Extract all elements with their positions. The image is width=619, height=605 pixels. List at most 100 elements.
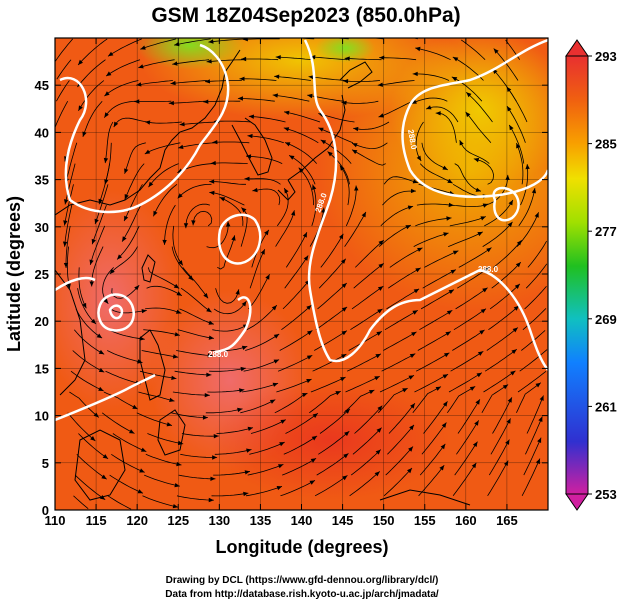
streamline-arrow [210,160,216,166]
streamline-arrow [502,384,509,390]
streamline [206,59,244,63]
x-tick-label: 140 [291,513,313,528]
streamline-arrow [90,318,96,324]
streamline [105,370,141,385]
streamline [209,367,246,372]
streamline [481,384,509,413]
streamline-arrow [208,497,214,503]
streamline [317,282,348,310]
streamline-arrow [321,207,326,213]
streamline-arrow [413,288,420,294]
streamline [176,495,214,501]
streamline-arrow [168,100,174,106]
streamline-arrow [106,71,112,77]
streamline [327,151,350,185]
korea-peninsula [231,117,273,176]
streamline-arrow [307,330,313,336]
colorbar-tick-label: 261 [595,399,617,414]
streamline-arrow [138,64,144,69]
streamline [172,59,210,65]
contour-japan-east [303,39,548,371]
streamline-arrow [473,157,480,163]
streamline-arrow [472,441,478,447]
streamline-arrow [207,353,213,358]
streamline [379,57,417,61]
streamline [310,376,346,393]
streamline-arrow [503,460,509,466]
map-title: GSM 18Z04Sep2023 (850.0hPa) [151,4,460,27]
contour-west-ring [97,293,135,332]
y-tick-label: 15 [35,361,49,376]
streamline [465,111,492,144]
streamline [274,75,311,81]
colorbar-tick-label: 253 [595,487,617,502]
streamline-arrow [445,331,451,336]
x-tick-label: 160 [455,513,477,528]
streamline [179,121,217,126]
streamline-arrow [239,76,245,81]
streamline [381,353,416,372]
streamline [446,386,476,414]
streamline [388,403,416,434]
streamline [284,142,317,164]
contour-288 [55,38,548,422]
streamline-arrow [210,476,216,481]
streamline-arrow [104,179,109,185]
streamline [284,111,321,123]
streamline [422,269,457,289]
hot-area-west [55,190,180,410]
streamline-arrow [237,407,243,413]
streamline-arrow [89,259,94,265]
streamline-arrow [237,96,243,101]
streamline-arrow [109,268,115,274]
streamline [490,418,511,455]
streamline [69,391,100,418]
streamline-arrow [306,379,312,384]
streamline [450,350,484,372]
streamline [212,141,250,144]
streamline-arrow [516,143,521,149]
streamline [108,329,145,340]
streamline [419,309,453,331]
streamline-arrow [239,388,245,393]
colorbar-tick-label: 269 [595,312,617,327]
streamline [355,239,384,268]
streamline [121,204,142,242]
streamline [203,100,241,103]
streamline-arrow [244,470,250,475]
streamline-arrow [320,139,327,145]
x-tick-label: 145 [332,513,354,528]
streamline-arrow [113,121,119,128]
streamline-arrow [341,100,347,105]
streamline [55,101,69,128]
streamline [104,142,112,185]
streamline [524,285,547,310]
streamline [508,124,525,164]
streamline [237,98,275,102]
streamline-arrow [352,143,358,148]
streamline-arrow [124,215,129,222]
streamline-arrow [407,468,412,474]
streamline-arrow [377,82,383,87]
streamline [386,288,420,310]
streamline [506,105,526,143]
streamline-arrow [206,307,212,313]
streamline-arrow [374,471,380,477]
streamline-arrow [512,327,518,333]
streamline-arrow [440,443,446,450]
streamline-arrow [475,187,481,192]
colorbar-tick-label: 285 [595,137,617,152]
streamline-arrow [507,397,512,403]
streamline-arrow [265,274,270,280]
streamline [103,391,138,410]
streamline-arrow [341,283,347,288]
streamline-arrow [417,247,423,252]
streamline [349,471,381,497]
streamline-arrow [378,263,384,269]
streamline [415,47,451,61]
streamline-arrow [278,464,284,469]
streamline [315,306,348,331]
streamline [281,304,312,331]
streamline [448,231,483,247]
streamline-arrow [289,155,295,160]
